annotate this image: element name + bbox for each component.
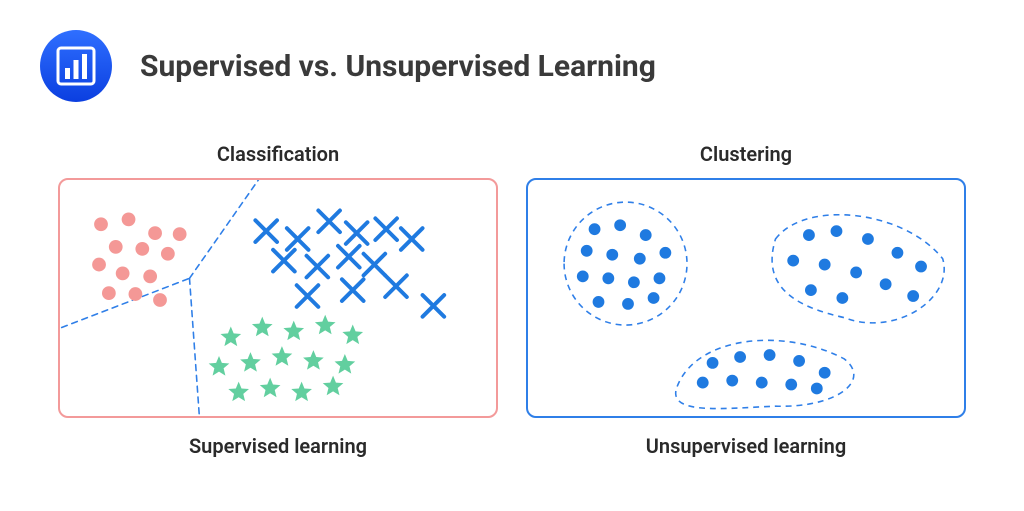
panel-right: Clustering Unsupervised learning <box>526 142 966 458</box>
panels-row: Classification Supervised learning Clust… <box>40 142 984 458</box>
chart-logo-icon <box>40 30 112 102</box>
classification-box <box>58 178 498 418</box>
panel-left-caption: Supervised learning <box>189 434 367 458</box>
header: Supervised vs. Unsupervised Learning <box>40 30 984 102</box>
panel-left-title: Classification <box>217 142 339 166</box>
page-title: Supervised vs. Unsupervised Learning <box>140 49 656 84</box>
clustering-scatter <box>528 180 964 416</box>
panel-right-caption: Unsupervised learning <box>646 434 846 458</box>
clustering-box <box>526 178 966 418</box>
panel-left: Classification Supervised learning <box>58 142 498 458</box>
panel-right-title: Clustering <box>700 142 792 166</box>
classification-scatter <box>60 180 496 416</box>
